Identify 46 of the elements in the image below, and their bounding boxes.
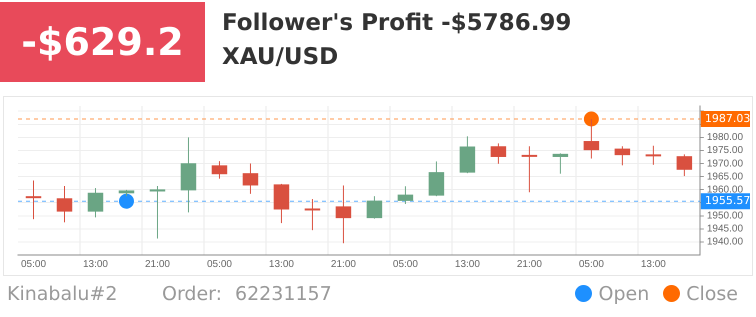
candlestick (614, 146, 630, 166)
candlestick (88, 188, 104, 218)
candlestick (242, 163, 258, 194)
x-tick-label: 05:00 (392, 258, 418, 270)
x-tick-label: 21:00 (144, 258, 170, 270)
y-tick-label: 1970.00 (706, 158, 744, 170)
candlestick (56, 185, 72, 223)
x-tick-label: 13:00 (454, 258, 480, 270)
legend-label: Close (685, 283, 738, 305)
text: 62231157 (235, 283, 332, 305)
candlestick (646, 145, 662, 166)
x-tick-label: 13:00 (268, 258, 294, 270)
x-tick-label: 05:00 (206, 258, 232, 270)
ref-line-label: 1955.57 (704, 194, 750, 208)
y-tick-label: 1945.00 (706, 224, 744, 235)
x-tick-label: 05:00 (20, 258, 46, 270)
candlestick (212, 160, 228, 180)
text: -$629.2 (0, 2, 205, 82)
x-tick-label: 13:00 (640, 258, 666, 270)
y-tick-label: 1980.00 (706, 132, 744, 144)
candlestick (552, 152, 568, 174)
candlestick (336, 184, 352, 244)
chart-title: Follower's Profit -$5786.99 (222, 10, 572, 36)
legend-label: Open (597, 283, 650, 305)
candlestick (366, 196, 382, 220)
x-tick-label: 05:00 (578, 258, 604, 270)
candlestick (304, 198, 320, 231)
y-tick-label: 1975.00 (706, 145, 744, 156)
candlestick (26, 180, 42, 220)
candlestick (428, 160, 444, 197)
x-tick-label: 13:00 (82, 258, 108, 270)
chart-subtitle: XAU/USD (222, 44, 338, 70)
text: Kinabalu#2 (7, 283, 118, 305)
y-tick-label: 1965.00 (706, 171, 744, 182)
candlestick (150, 185, 166, 240)
ref-line-label: 1987.03 (704, 112, 750, 125)
x-tick-label: 21:00 (516, 258, 542, 270)
candlestick (490, 142, 506, 164)
y-tick-label: 1960.00 (706, 184, 744, 196)
candlestick (522, 146, 538, 193)
candlestick (676, 154, 692, 177)
y-tick-label: 1940.00 (706, 236, 744, 248)
x-tick-label: 21:00 (330, 258, 356, 270)
text: Order: (162, 283, 222, 305)
candlestick (398, 186, 414, 205)
y-tick-label: 1950.00 (706, 210, 744, 222)
